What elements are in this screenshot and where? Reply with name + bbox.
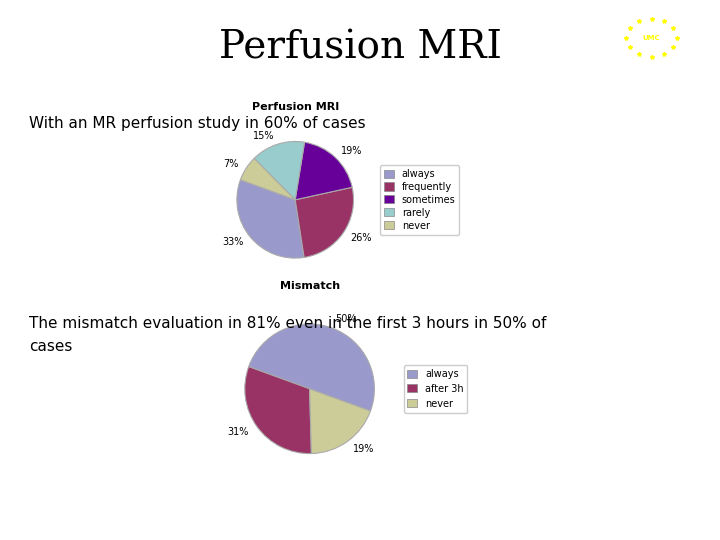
Legend: always, frequently, sometimes, rarely, never: always, frequently, sometimes, rarely, n… xyxy=(380,165,459,234)
Text: 15%: 15% xyxy=(253,131,275,141)
Text: The mismatch evaluation in 81% even in the first 3 hours in 50% of: The mismatch evaluation in 81% even in t… xyxy=(29,316,546,331)
Text: 19%: 19% xyxy=(341,146,363,156)
Wedge shape xyxy=(245,367,312,454)
Text: With an MR perfusion study in 60% of cases: With an MR perfusion study in 60% of cas… xyxy=(29,116,366,131)
Wedge shape xyxy=(295,187,354,258)
Text: 31%: 31% xyxy=(228,427,249,437)
Text: UMC: UMC xyxy=(643,35,660,41)
Text: Perfusion MRI: Perfusion MRI xyxy=(219,30,501,67)
Title: Perfusion MRI: Perfusion MRI xyxy=(251,102,339,112)
Text: cases: cases xyxy=(29,339,72,354)
Wedge shape xyxy=(248,324,374,411)
Wedge shape xyxy=(310,389,371,454)
Wedge shape xyxy=(254,141,305,200)
Legend: always, after 3h, never: always, after 3h, never xyxy=(404,365,467,413)
Title: Mismatch: Mismatch xyxy=(279,281,340,291)
Wedge shape xyxy=(237,180,304,258)
Wedge shape xyxy=(295,142,352,200)
Text: 26%: 26% xyxy=(351,233,372,242)
Text: 19%: 19% xyxy=(354,444,374,454)
Wedge shape xyxy=(240,158,295,200)
Text: 50%: 50% xyxy=(335,314,356,324)
Text: 33%: 33% xyxy=(222,238,243,247)
Text: 7%: 7% xyxy=(223,159,239,168)
